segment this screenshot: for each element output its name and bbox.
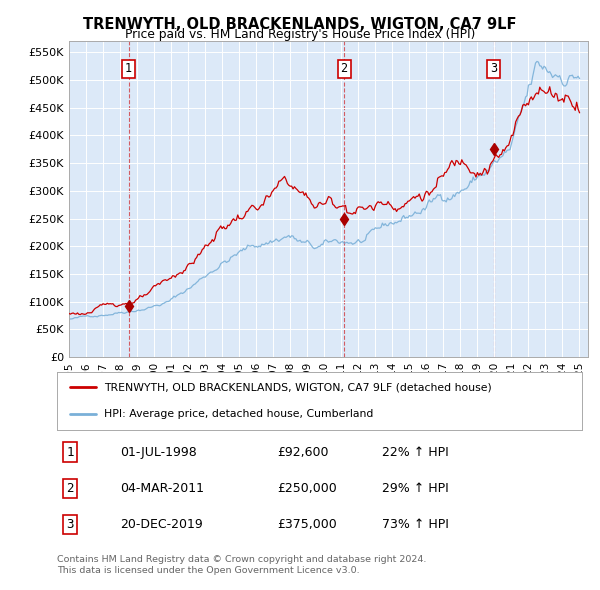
Text: 1: 1 — [67, 445, 74, 458]
Text: HPI: Average price, detached house, Cumberland: HPI: Average price, detached house, Cumb… — [104, 409, 374, 419]
Text: This data is licensed under the Open Government Licence v3.0.: This data is licensed under the Open Gov… — [57, 566, 359, 575]
Text: 20-DEC-2019: 20-DEC-2019 — [120, 518, 203, 531]
Text: 3: 3 — [490, 63, 497, 76]
Text: 22% ↑ HPI: 22% ↑ HPI — [383, 445, 449, 458]
Text: £375,000: £375,000 — [277, 518, 337, 531]
Text: 01-JUL-1998: 01-JUL-1998 — [120, 445, 197, 458]
Text: 2: 2 — [67, 481, 74, 495]
Text: TRENWYTH, OLD BRACKENLANDS, WIGTON, CA7 9LF (detached house): TRENWYTH, OLD BRACKENLANDS, WIGTON, CA7 … — [104, 382, 492, 392]
Text: £92,600: £92,600 — [277, 445, 329, 458]
Text: 1: 1 — [125, 63, 132, 76]
Text: 2: 2 — [341, 63, 348, 76]
Text: 04-MAR-2011: 04-MAR-2011 — [120, 481, 204, 495]
Text: Contains HM Land Registry data © Crown copyright and database right 2024.: Contains HM Land Registry data © Crown c… — [57, 555, 427, 563]
Text: Price paid vs. HM Land Registry's House Price Index (HPI): Price paid vs. HM Land Registry's House … — [125, 28, 475, 41]
Text: £250,000: £250,000 — [277, 481, 337, 495]
Text: 73% ↑ HPI: 73% ↑ HPI — [383, 518, 449, 531]
Text: TRENWYTH, OLD BRACKENLANDS, WIGTON, CA7 9LF: TRENWYTH, OLD BRACKENLANDS, WIGTON, CA7 … — [83, 17, 517, 31]
Text: 3: 3 — [67, 518, 74, 531]
Text: 29% ↑ HPI: 29% ↑ HPI — [383, 481, 449, 495]
